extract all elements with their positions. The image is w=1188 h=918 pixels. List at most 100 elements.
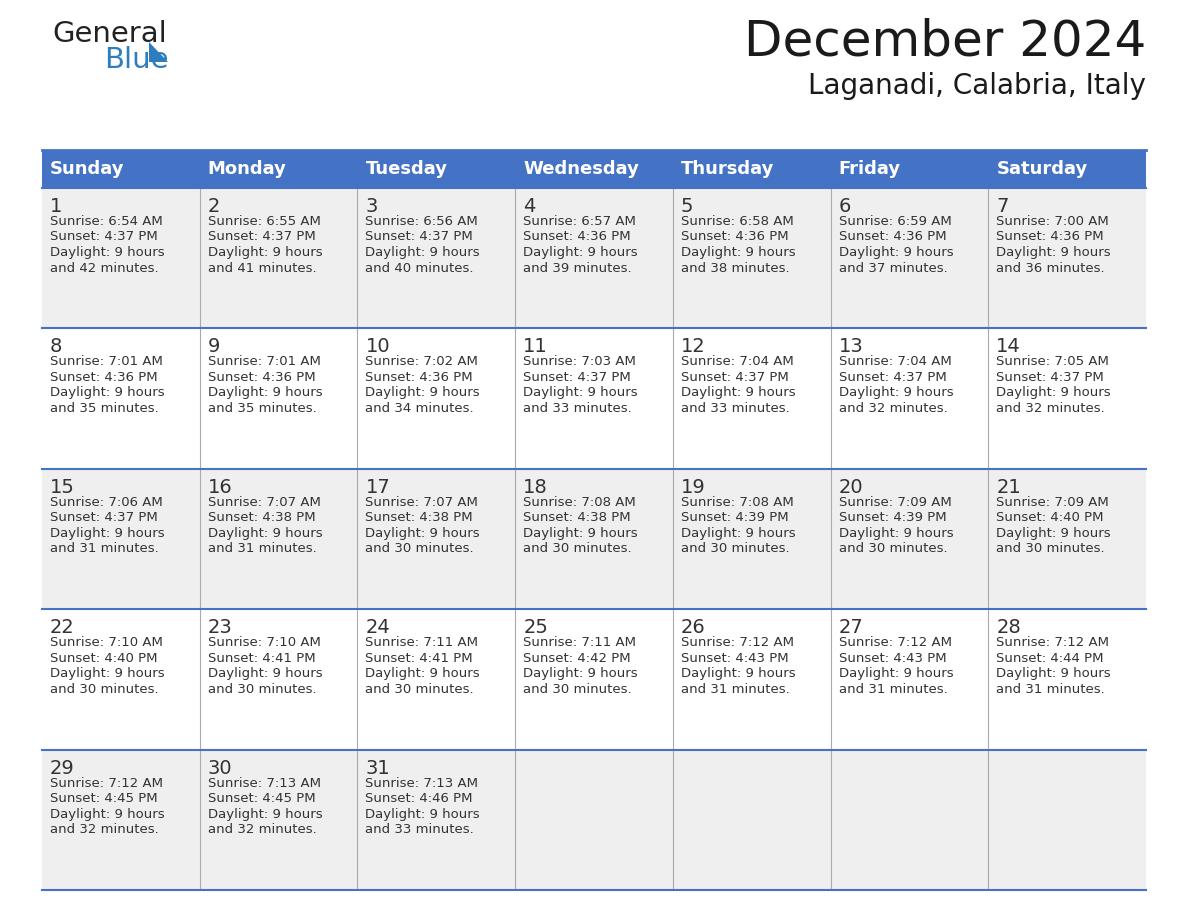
Text: Daylight: 9 hours: Daylight: 9 hours xyxy=(50,667,165,680)
Text: Daylight: 9 hours: Daylight: 9 hours xyxy=(523,246,638,259)
Text: 17: 17 xyxy=(366,477,390,497)
Text: and 30 minutes.: and 30 minutes. xyxy=(523,543,632,555)
Text: Sunset: 4:39 PM: Sunset: 4:39 PM xyxy=(839,511,946,524)
Text: Sunrise: 7:07 AM: Sunrise: 7:07 AM xyxy=(208,496,321,509)
Text: Sunset: 4:40 PM: Sunset: 4:40 PM xyxy=(50,652,158,665)
Text: Daylight: 9 hours: Daylight: 9 hours xyxy=(681,667,796,680)
Text: Daylight: 9 hours: Daylight: 9 hours xyxy=(366,808,480,821)
Text: Sunset: 4:36 PM: Sunset: 4:36 PM xyxy=(208,371,315,384)
Text: 28: 28 xyxy=(997,618,1020,637)
Text: Daylight: 9 hours: Daylight: 9 hours xyxy=(208,386,322,399)
Text: 5: 5 xyxy=(681,197,694,216)
Text: Sunrise: 6:56 AM: Sunrise: 6:56 AM xyxy=(366,215,479,228)
Text: Sunrise: 7:01 AM: Sunrise: 7:01 AM xyxy=(208,355,321,368)
Text: Daylight: 9 hours: Daylight: 9 hours xyxy=(839,386,953,399)
Text: Daylight: 9 hours: Daylight: 9 hours xyxy=(208,246,322,259)
Text: Sunrise: 7:09 AM: Sunrise: 7:09 AM xyxy=(839,496,952,509)
Text: Sunrise: 7:05 AM: Sunrise: 7:05 AM xyxy=(997,355,1110,368)
Text: 14: 14 xyxy=(997,338,1020,356)
Text: Sunrise: 6:57 AM: Sunrise: 6:57 AM xyxy=(523,215,636,228)
Text: Sunset: 4:37 PM: Sunset: 4:37 PM xyxy=(208,230,316,243)
Text: Sunrise: 7:12 AM: Sunrise: 7:12 AM xyxy=(50,777,163,789)
Text: Sunrise: 7:07 AM: Sunrise: 7:07 AM xyxy=(366,496,479,509)
Text: December 2024: December 2024 xyxy=(744,18,1146,66)
Text: Daylight: 9 hours: Daylight: 9 hours xyxy=(366,386,480,399)
Text: Sunrise: 7:09 AM: Sunrise: 7:09 AM xyxy=(997,496,1110,509)
Text: Sunrise: 7:11 AM: Sunrise: 7:11 AM xyxy=(523,636,636,649)
Text: 25: 25 xyxy=(523,618,548,637)
Text: 24: 24 xyxy=(366,618,390,637)
Text: and 30 minutes.: and 30 minutes. xyxy=(839,543,947,555)
Text: 27: 27 xyxy=(839,618,864,637)
Text: 29: 29 xyxy=(50,758,75,778)
Text: Daylight: 9 hours: Daylight: 9 hours xyxy=(208,667,322,680)
Text: 9: 9 xyxy=(208,338,220,356)
Text: Sunrise: 6:54 AM: Sunrise: 6:54 AM xyxy=(50,215,163,228)
Text: 19: 19 xyxy=(681,477,706,497)
Text: and 34 minutes.: and 34 minutes. xyxy=(366,402,474,415)
Text: 16: 16 xyxy=(208,477,233,497)
Bar xyxy=(42,610,1146,750)
Text: and 30 minutes.: and 30 minutes. xyxy=(50,683,159,696)
Text: Daylight: 9 hours: Daylight: 9 hours xyxy=(50,808,165,821)
Text: Sunset: 4:36 PM: Sunset: 4:36 PM xyxy=(839,230,946,243)
Text: Sunset: 4:36 PM: Sunset: 4:36 PM xyxy=(997,230,1104,243)
Text: and 31 minutes.: and 31 minutes. xyxy=(208,543,316,555)
Text: 6: 6 xyxy=(839,197,851,216)
Text: Sunrise: 7:04 AM: Sunrise: 7:04 AM xyxy=(839,355,952,368)
Text: Sunset: 4:38 PM: Sunset: 4:38 PM xyxy=(208,511,315,524)
Text: and 42 minutes.: and 42 minutes. xyxy=(50,262,159,274)
Text: Sunday: Sunday xyxy=(50,160,125,178)
Text: Sunrise: 7:08 AM: Sunrise: 7:08 AM xyxy=(681,496,794,509)
Text: Friday: Friday xyxy=(839,160,901,178)
Text: Daylight: 9 hours: Daylight: 9 hours xyxy=(839,527,953,540)
Text: 10: 10 xyxy=(366,338,390,356)
Text: 31: 31 xyxy=(366,758,390,778)
Text: 20: 20 xyxy=(839,477,864,497)
Text: 26: 26 xyxy=(681,618,706,637)
Text: 8: 8 xyxy=(50,338,63,356)
Text: and 30 minutes.: and 30 minutes. xyxy=(997,543,1105,555)
Text: Sunrise: 7:11 AM: Sunrise: 7:11 AM xyxy=(366,636,479,649)
Text: and 35 minutes.: and 35 minutes. xyxy=(50,402,159,415)
Text: Daylight: 9 hours: Daylight: 9 hours xyxy=(839,667,953,680)
Text: and 30 minutes.: and 30 minutes. xyxy=(366,683,474,696)
Bar xyxy=(42,750,1146,890)
Text: Sunset: 4:46 PM: Sunset: 4:46 PM xyxy=(366,792,473,805)
Text: Tuesday: Tuesday xyxy=(366,160,448,178)
Text: Sunset: 4:37 PM: Sunset: 4:37 PM xyxy=(366,230,473,243)
Text: and 30 minutes.: and 30 minutes. xyxy=(366,543,474,555)
Text: Sunset: 4:36 PM: Sunset: 4:36 PM xyxy=(366,371,473,384)
Text: and 32 minutes.: and 32 minutes. xyxy=(208,823,316,836)
Text: and 31 minutes.: and 31 minutes. xyxy=(997,683,1105,696)
Text: and 32 minutes.: and 32 minutes. xyxy=(839,402,947,415)
Text: General: General xyxy=(52,20,166,48)
Text: Thursday: Thursday xyxy=(681,160,775,178)
Text: Sunset: 4:43 PM: Sunset: 4:43 PM xyxy=(681,652,789,665)
Text: Sunset: 4:37 PM: Sunset: 4:37 PM xyxy=(523,371,631,384)
Text: Daylight: 9 hours: Daylight: 9 hours xyxy=(366,527,480,540)
Text: Sunrise: 7:00 AM: Sunrise: 7:00 AM xyxy=(997,215,1110,228)
Text: and 39 minutes.: and 39 minutes. xyxy=(523,262,632,274)
Polygon shape xyxy=(148,42,168,62)
Text: Daylight: 9 hours: Daylight: 9 hours xyxy=(50,527,165,540)
Text: Sunset: 4:37 PM: Sunset: 4:37 PM xyxy=(681,371,789,384)
Text: Sunset: 4:37 PM: Sunset: 4:37 PM xyxy=(50,511,158,524)
Text: Sunrise: 7:04 AM: Sunrise: 7:04 AM xyxy=(681,355,794,368)
Text: Sunrise: 7:10 AM: Sunrise: 7:10 AM xyxy=(208,636,321,649)
Text: Sunset: 4:37 PM: Sunset: 4:37 PM xyxy=(50,230,158,243)
Text: Sunrise: 7:12 AM: Sunrise: 7:12 AM xyxy=(839,636,952,649)
Text: Sunrise: 7:02 AM: Sunrise: 7:02 AM xyxy=(366,355,479,368)
Text: Daylight: 9 hours: Daylight: 9 hours xyxy=(681,246,796,259)
Bar xyxy=(42,188,1146,329)
Text: Sunrise: 7:12 AM: Sunrise: 7:12 AM xyxy=(681,636,794,649)
Text: 21: 21 xyxy=(997,477,1020,497)
Text: Daylight: 9 hours: Daylight: 9 hours xyxy=(366,667,480,680)
Text: Daylight: 9 hours: Daylight: 9 hours xyxy=(523,386,638,399)
Text: Sunset: 4:41 PM: Sunset: 4:41 PM xyxy=(366,652,473,665)
Text: 12: 12 xyxy=(681,338,706,356)
Text: 22: 22 xyxy=(50,618,75,637)
Text: 2: 2 xyxy=(208,197,220,216)
Text: Sunrise: 7:03 AM: Sunrise: 7:03 AM xyxy=(523,355,636,368)
Text: Daylight: 9 hours: Daylight: 9 hours xyxy=(681,527,796,540)
